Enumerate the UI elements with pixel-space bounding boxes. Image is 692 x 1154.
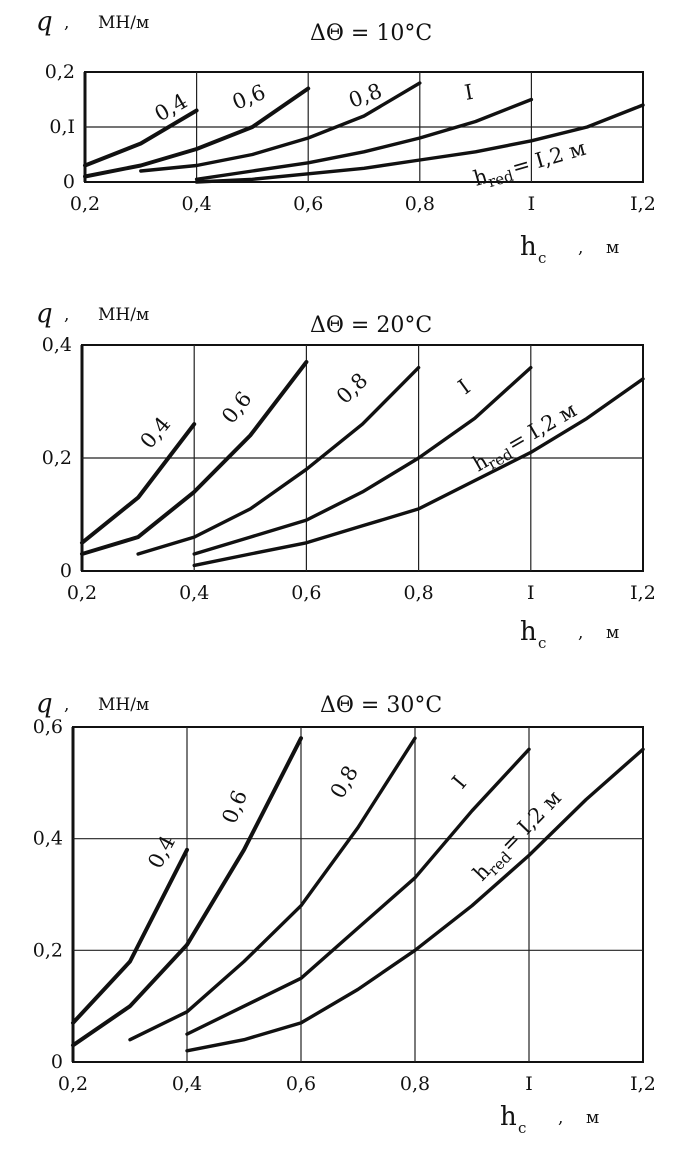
- x-axis-subscript: c: [518, 1119, 526, 1137]
- y-axis-separator: ,: [64, 695, 69, 715]
- x-tick-label: 0,6: [291, 582, 321, 604]
- x-tick-label: 0,2: [70, 193, 100, 215]
- series-line-2: [71, 736, 303, 1048]
- curve-label: 0,6: [217, 387, 256, 428]
- y-tick-label: 0,2: [45, 61, 75, 83]
- curve-label: 0,6: [217, 787, 252, 827]
- curve-label: 0,4: [143, 832, 180, 873]
- x-tick-label: 0,2: [67, 582, 97, 604]
- curve-label: 0,8: [332, 368, 373, 408]
- x-tick-label: 0,6: [286, 1073, 316, 1095]
- x-tick-label: I: [525, 1073, 533, 1095]
- curve-label: I: [454, 375, 475, 399]
- curve-label: 0,4: [135, 412, 175, 453]
- y-tick-label: 0: [51, 1051, 63, 1073]
- x-tick-label: 0,8: [400, 1073, 430, 1095]
- y-tick-label: 0: [60, 560, 72, 582]
- chart-panel-1: 0,2 0,4 0,6 0,8 I I,200,I0,2ΔΘ = 10°Cq, МН/мh c…: [36, 7, 656, 267]
- y-tick-label: 0,6: [33, 716, 63, 738]
- x-tick-label: 0,8: [403, 582, 433, 604]
- x-axis-unit: м: [586, 1108, 599, 1128]
- series-line-4: [192, 365, 533, 556]
- y-axis-unit: МН/м: [98, 305, 149, 325]
- x-axis-symbol: h: [520, 617, 537, 647]
- y-axis-separator: ,: [64, 13, 69, 33]
- x-tick-label: 0,4: [172, 1073, 202, 1095]
- curve-label: 0,8: [326, 762, 363, 803]
- series-line-3: [128, 736, 417, 1042]
- y-axis-symbol: q: [36, 299, 53, 329]
- y-axis-separator: ,: [64, 305, 69, 325]
- x-axis-subscript: c: [538, 249, 546, 267]
- y-axis-symbol: q: [36, 689, 53, 719]
- condition-label: ΔΘ = 30°C: [320, 693, 442, 718]
- series-line-5: [192, 377, 645, 568]
- chart-panel-3: 0,2 0,4 0,6 0,8 I I,200,20,40,6ΔΘ = 30°Cq, МН/…: [33, 689, 656, 1137]
- series-line-3: [139, 81, 422, 173]
- y-tick-label: 0,2: [42, 447, 72, 469]
- x-axis-symbol: h: [520, 232, 537, 262]
- series-line-4: [194, 97, 534, 182]
- curve-label-h: h: [471, 164, 491, 191]
- series-line-2: [83, 86, 311, 179]
- curve-label: 0,4: [151, 89, 192, 126]
- x-tick-label: I: [527, 582, 535, 604]
- y-tick-label: 0,2: [33, 939, 63, 961]
- y-tick-label: 0,4: [42, 334, 72, 356]
- x-tick-label: 0,4: [179, 582, 209, 604]
- curve-label: I: [447, 771, 471, 793]
- series-line-1: [80, 422, 197, 545]
- series-line-1: [71, 847, 189, 1025]
- x-axis-unit: м: [606, 238, 619, 258]
- y-axis-symbol: q: [36, 7, 53, 37]
- x-tick-label: I,2: [630, 193, 656, 215]
- series-line-2: [80, 360, 309, 556]
- chart-panel-2: 0,2 0,4 0,6 0,8 I I,200,20,4ΔΘ = 20°Cq, МН/мh c…: [36, 299, 656, 652]
- y-tick-label: 0,I: [49, 116, 75, 138]
- x-axis-subscript: c: [538, 634, 546, 652]
- x-axis-separator: ,: [578, 238, 583, 258]
- x-tick-label: I: [528, 193, 536, 215]
- x-axis-separator: ,: [558, 1108, 563, 1128]
- series-line-3: [136, 365, 421, 556]
- curve-label: I: [463, 80, 475, 105]
- series-line-5: [185, 747, 645, 1053]
- x-tick-label: I,2: [630, 1073, 656, 1095]
- x-tick-label: 0,6: [293, 193, 323, 215]
- x-tick-label: 0,4: [181, 193, 211, 215]
- curve-label-value: = I,2 м: [496, 786, 566, 857]
- curve-label: 0,6: [229, 80, 269, 115]
- y-tick-label: 0,4: [33, 828, 63, 850]
- series-line-1: [83, 108, 199, 168]
- x-axis-symbol: h: [500, 1102, 517, 1132]
- condition-label: ΔΘ = 10°C: [310, 21, 432, 46]
- series-line-5: [194, 103, 645, 184]
- y-axis-unit: МН/м: [98, 13, 149, 33]
- x-tick-label: 0,2: [58, 1073, 88, 1095]
- x-tick-label: 0,8: [405, 193, 435, 215]
- series-line-4: [185, 747, 531, 1036]
- curve-label-sub: red: [486, 167, 516, 191]
- y-tick-label: 0: [63, 171, 75, 193]
- x-axis-unit: м: [606, 623, 619, 643]
- x-tick-label: I,2: [630, 582, 656, 604]
- x-axis-separator: ,: [578, 623, 583, 643]
- condition-label: ΔΘ = 20°C: [310, 313, 432, 338]
- y-axis-unit: МН/м: [98, 695, 149, 715]
